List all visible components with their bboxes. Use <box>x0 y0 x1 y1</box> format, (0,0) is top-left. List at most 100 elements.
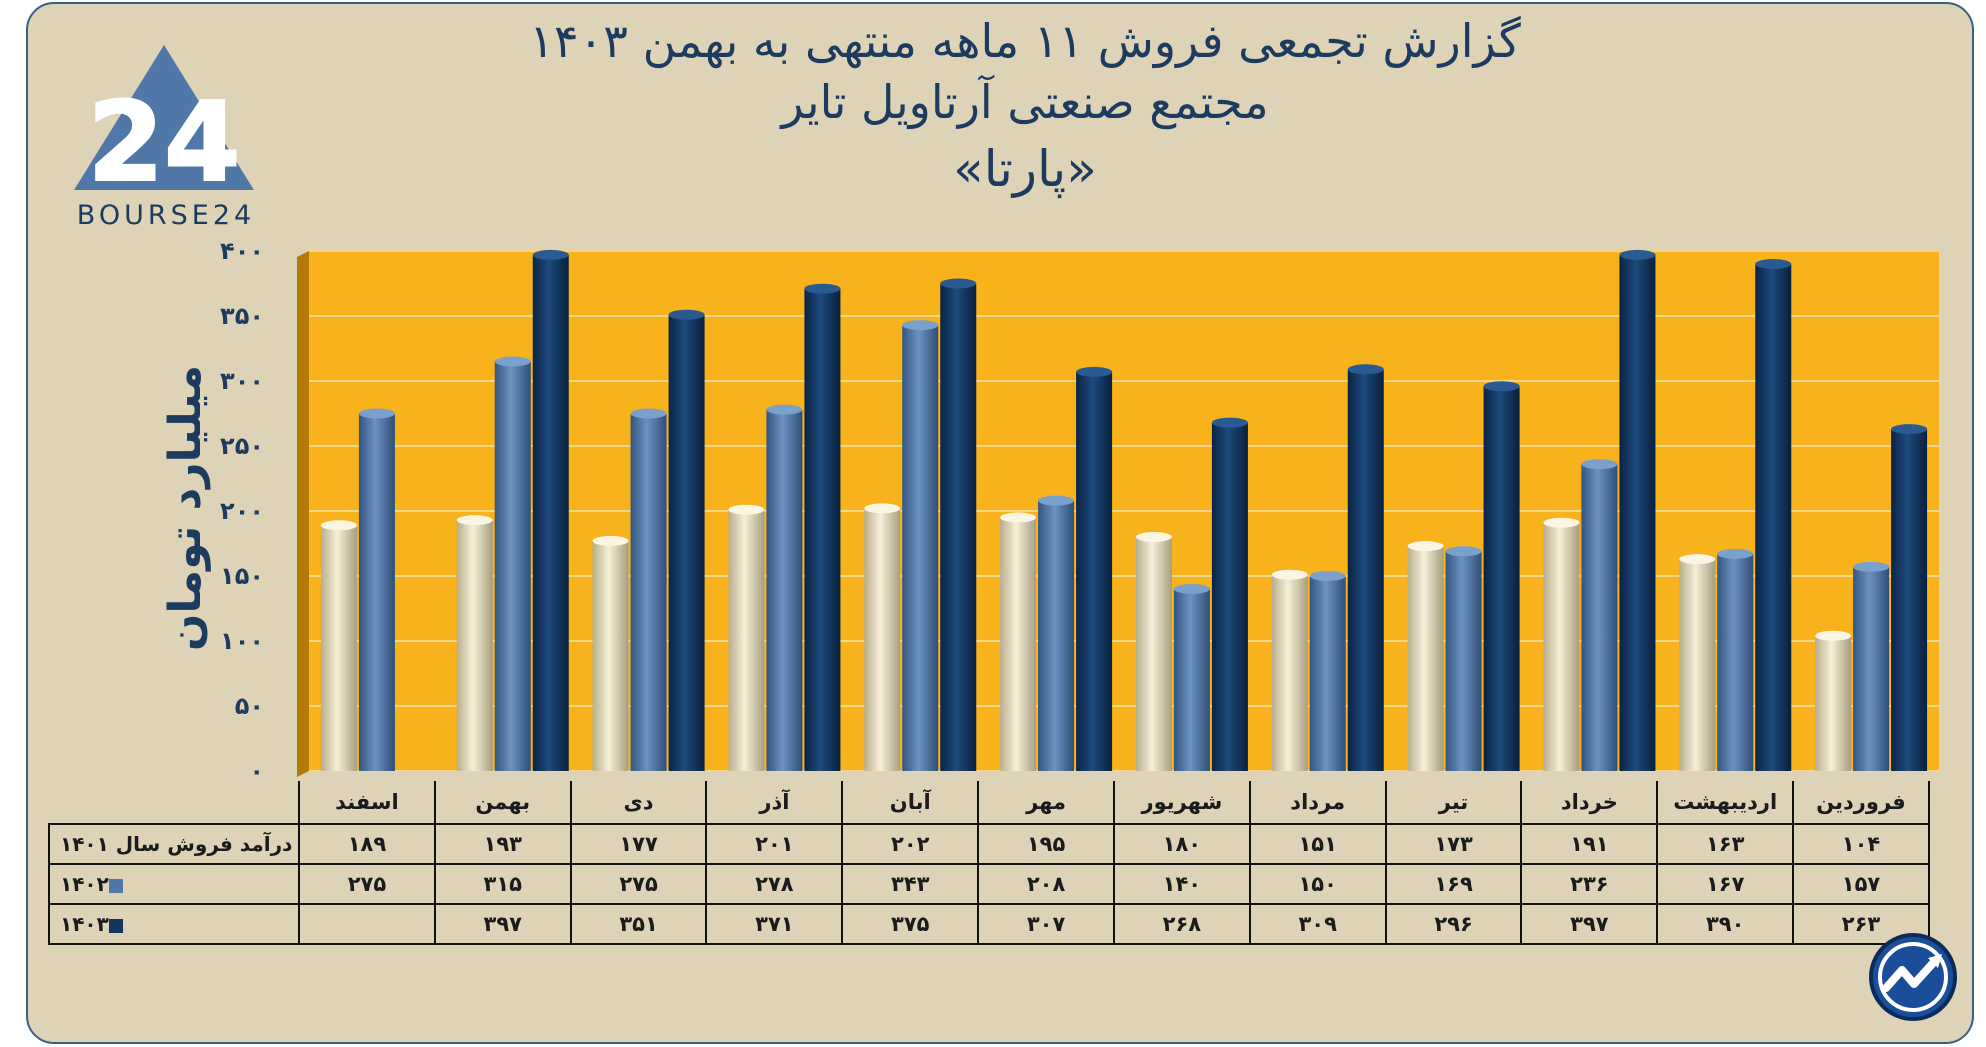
data-label: ۱۶۷ <box>1656 863 1795 905</box>
data-label: ۱۸۰ <box>1112 823 1251 865</box>
bar-cap <box>1891 424 1928 435</box>
bar-cap <box>1679 554 1716 565</box>
data-label: ۲۶۸ <box>1112 903 1251 945</box>
bar-cap <box>864 503 901 514</box>
series-name: ۱۴۰۳ <box>48 903 300 945</box>
data-label: ۳۹۰ <box>1656 903 1795 945</box>
y-tick-label: ۵۰ <box>235 692 264 720</box>
chart-title-line-1: گزارش تجمعی فروش ۱۱ ماهه منتهی به بهمن ۱… <box>529 14 1521 68</box>
series-name-text: درآمد فروش سال ۱۴۰۱ <box>60 832 293 856</box>
data-label: ۳۴۳ <box>841 863 980 905</box>
category-label: آبان <box>841 781 980 825</box>
grid-lines <box>309 250 1939 772</box>
bar <box>358 413 395 771</box>
bar <box>1679 559 1716 771</box>
category-label: اردیبهشت <box>1656 781 1795 825</box>
category-label: مرداد <box>1248 781 1387 825</box>
data-label: ۱۸۹ <box>298 823 436 865</box>
data-label: ۲۷۵ <box>298 863 436 905</box>
y-tick-label: ۲۵۰ <box>220 432 264 460</box>
data-label: ۲۰۲ <box>841 823 980 865</box>
y-tick-label: ۳۵۰ <box>220 302 264 330</box>
y-tick-label: ۳۰۰ <box>220 367 264 395</box>
y-tick-label: ۴۰۰ <box>220 237 264 265</box>
data-label: ۲۷۸ <box>705 863 844 905</box>
category-label: بهمن <box>433 781 572 825</box>
bar <box>456 520 493 771</box>
category-label: خرداد <box>1520 781 1659 825</box>
data-label: ۱۵۰ <box>1248 863 1387 905</box>
bar-cap <box>1619 249 1656 260</box>
data-label: ۳۱۵ <box>433 863 572 905</box>
data-label: ۱۹۱ <box>1520 823 1659 865</box>
bar <box>804 288 841 771</box>
series-row: ۱۴۰۳ ۳۹۷ ۳۵۱ ۳۷۱ ۳۷۵ ۳۰۷ ۲۶۸ ۳۰۹ ۲۹۶ ۳۹۷ ۳۹۰ ۲۶۳ <box>48 903 1930 945</box>
bar-cap <box>1445 546 1482 557</box>
bar-cap <box>1135 532 1172 542</box>
bar-cap <box>494 356 531 367</box>
legend-swatch <box>108 918 123 933</box>
data-label: ۱۹۵ <box>977 823 1115 865</box>
series-name-text: ۱۴۰۲ <box>60 872 109 896</box>
bar <box>1483 386 1520 771</box>
data-label: ۳۷۱ <box>705 903 844 945</box>
y-tick-label: ۱۵۰ <box>220 562 264 590</box>
logo-text: BOURSE24 <box>77 200 255 230</box>
bar <box>1211 422 1248 771</box>
bar <box>864 508 901 771</box>
bar-cap <box>940 278 977 289</box>
bar <box>1445 551 1482 771</box>
y-axis-label: میلیارد تومان <box>160 365 211 651</box>
legend-swatch <box>108 878 123 893</box>
data-label: ۲۶۳ <box>1792 903 1930 945</box>
data-label: ۱۵۱ <box>1248 823 1387 865</box>
bar <box>1173 589 1210 771</box>
category-label: مهر <box>977 781 1115 825</box>
data-label: ۱۷۳ <box>1384 823 1523 865</box>
bar <box>320 525 357 771</box>
data-label: ۲۰۱ <box>705 823 844 865</box>
bar-cap <box>766 404 803 415</box>
category-label: شهریور <box>1112 781 1251 825</box>
bar-cap <box>1581 459 1618 470</box>
bar <box>766 409 803 771</box>
bourse24-logo: 24 BOURSE24 <box>74 45 255 230</box>
bar-cap <box>1347 364 1384 375</box>
data-label: ۳۰۹ <box>1248 903 1387 945</box>
bar <box>1543 522 1580 771</box>
bar <box>1271 574 1308 771</box>
bar-cap <box>358 408 395 419</box>
bar-cap <box>1755 259 1792 269</box>
data-label: ۳۹۷ <box>433 903 572 945</box>
bar <box>1891 429 1928 771</box>
series-name: ۱۴۰۲ <box>48 863 300 905</box>
data-label: ۳۷۵ <box>841 903 980 945</box>
bar-cap <box>592 535 629 546</box>
bar <box>630 413 667 771</box>
data-label: ۱۷۷ <box>569 823 708 865</box>
bar-cap <box>668 309 705 320</box>
bar-cap <box>1173 584 1210 594</box>
bars <box>320 249 1928 771</box>
bar <box>1000 517 1037 771</box>
bar <box>1135 537 1172 771</box>
bar-cap <box>902 320 939 331</box>
bar-cap <box>1717 548 1754 559</box>
data-table: اسفند بهمن دی آذر آبان مهر شهریور مرداد تیر خرداد… <box>48 781 1930 945</box>
logo-number: 24 <box>87 78 240 206</box>
data-label: ۱۹۳ <box>433 823 572 865</box>
category-label: اسفند <box>298 781 436 825</box>
bar-chart: ۰ ۵۰ ۱۰۰ ۱۵۰ ۲۰۰ ۲۵۰ ۳۰۰ ۳۵۰ ۴۰۰ میلیارد تومان <box>160 237 1939 780</box>
data-label: ۲۳۶ <box>1520 863 1659 905</box>
data-label: ۱۶۳ <box>1656 823 1795 865</box>
category-label: تیر <box>1384 781 1523 825</box>
y-tick-label: ۱۰۰ <box>220 627 264 655</box>
bar <box>494 361 531 771</box>
data-label: ۱۴۰ <box>1112 863 1251 905</box>
data-label: ۳۰۷ <box>977 903 1115 945</box>
bar-cap <box>804 283 841 294</box>
data-label: ۲۹۶ <box>1384 903 1523 945</box>
bar <box>532 254 569 771</box>
bar <box>1347 369 1384 771</box>
bar <box>1038 500 1075 771</box>
